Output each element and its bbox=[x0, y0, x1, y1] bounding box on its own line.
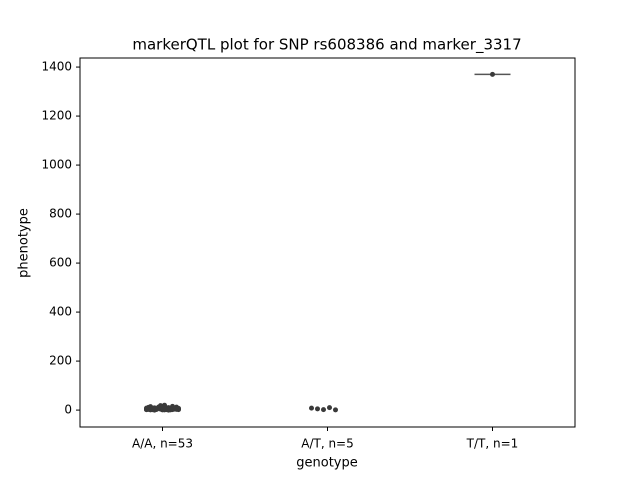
y-axis-label: phenotype bbox=[17, 208, 32, 278]
point bbox=[315, 406, 320, 412]
y-tick-label: 1200 bbox=[41, 109, 72, 123]
y-tick-label: 600 bbox=[49, 256, 72, 270]
x-tick-label: A/T, n=5 bbox=[301, 437, 354, 451]
x-axis-label: genotype bbox=[296, 456, 357, 471]
y-tick-label: 200 bbox=[49, 354, 72, 368]
point bbox=[321, 407, 326, 413]
point bbox=[154, 406, 159, 412]
point bbox=[333, 407, 338, 413]
y-tick-label: 800 bbox=[49, 207, 72, 221]
x-tick-label: T/T, n=1 bbox=[466, 437, 519, 451]
point bbox=[309, 405, 314, 411]
point bbox=[176, 405, 181, 411]
point bbox=[166, 406, 171, 412]
point bbox=[144, 407, 149, 413]
point bbox=[172, 406, 177, 412]
point bbox=[160, 405, 165, 411]
x-tick-label: A/A, n=53 bbox=[132, 437, 193, 451]
point bbox=[490, 71, 495, 77]
chart-title: markerQTL plot for SNP rs608386 and mark… bbox=[132, 36, 521, 55]
y-tick-label: 0 bbox=[64, 403, 72, 417]
y-tick-label: 400 bbox=[49, 305, 72, 319]
y-tick-label: 1400 bbox=[41, 60, 72, 74]
plot-frame bbox=[79, 57, 576, 428]
point bbox=[150, 405, 155, 411]
y-tick-label: 1000 bbox=[41, 158, 72, 172]
point bbox=[327, 405, 332, 411]
